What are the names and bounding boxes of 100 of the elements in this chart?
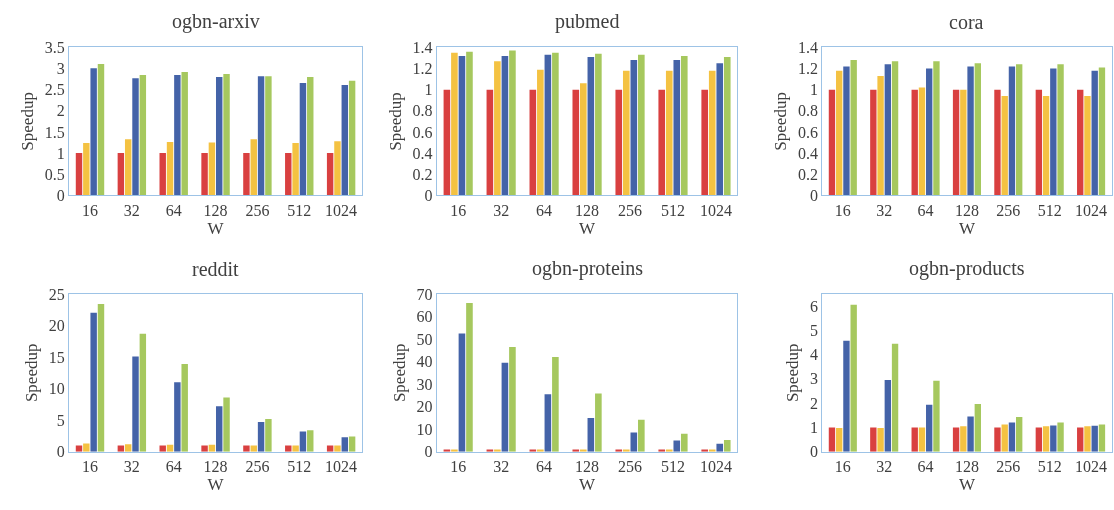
bar [299,82,307,196]
y-tick-label: 40 [416,353,433,371]
x-tick-label: 1024 [325,457,358,475]
bar [292,142,299,196]
bar [223,397,230,452]
bar [1008,66,1016,196]
bar [918,427,926,452]
x-tick-label: 128 [575,457,600,475]
y-tick-label: 5 [56,411,65,429]
bar [708,70,716,196]
bar [1042,426,1050,452]
x-tick-label: 16 [82,457,98,475]
x-tick-label: 32 [876,457,893,475]
y-tick-label: 0 [809,443,818,461]
bar [1001,96,1008,196]
bar [1050,68,1057,196]
bar [960,89,967,196]
bar [250,139,257,196]
chart-title: pubmed [555,10,620,33]
x-tick-label: 16 [450,201,467,219]
bar [174,382,181,452]
y-tick-label: 0.4 [797,144,818,162]
bar [1091,425,1098,452]
bar [1098,67,1106,196]
bar [1057,422,1064,452]
bar [701,89,709,196]
x-tick-label: 256 [245,201,270,219]
x-tick-label: 1024 [699,457,732,475]
bar [544,394,552,452]
y-axis-title: Speedup [18,92,38,151]
x-tick-label: 1024 [699,201,732,219]
x-tick-label: 1024 [1075,201,1108,219]
bar [166,142,174,196]
bar [139,74,147,196]
x-axis-title: W [207,218,225,238]
bar [307,77,314,196]
x-tick-label: 512 [1037,201,1062,219]
bar [501,362,509,452]
bar [843,66,850,196]
bar [926,404,933,452]
bar [201,445,208,452]
bar [918,87,926,196]
y-tick-label: 15 [48,348,65,366]
chart-title: ogbn-arxiv [172,10,260,33]
bar [348,80,356,196]
bar [891,343,899,452]
bar [716,443,724,452]
y-tick-label: 0 [424,186,433,204]
x-tick-label: 512 [661,201,686,219]
bar [615,89,623,196]
bar [466,51,473,196]
y-axis-title: Speedup [771,92,791,151]
y-tick-label: 20 [416,398,433,416]
bar [836,427,843,452]
y-tick-label: 1 [424,81,433,99]
bar [216,77,223,196]
bar [974,63,981,196]
y-tick-label: 1.4 [412,39,433,57]
bar [243,445,250,452]
bar [243,153,250,196]
bar [615,449,623,452]
y-axis-title: Speedup [386,92,406,151]
y-tick-label: 10 [416,420,433,438]
bar [673,440,681,452]
bar [1084,96,1091,196]
bar [680,55,688,196]
bar [124,139,132,196]
bar [836,70,843,196]
bar [967,66,974,196]
y-tick-label: 6 [809,297,818,315]
bar [1016,64,1023,196]
bar [1050,425,1057,452]
bar [708,449,716,452]
x-tick-label: 32 [493,201,510,219]
bar [622,449,630,452]
bar [701,449,709,452]
x-tick-label: 64 [917,201,934,219]
bar [501,55,509,196]
bar [466,302,473,452]
y-tick-label: 1 [809,81,818,99]
y-tick-label: 25 [48,285,65,303]
bar [552,52,559,196]
bar [587,56,595,196]
bar [673,60,681,196]
x-tick-label: 64 [165,201,182,219]
x-tick-label: 128 [954,201,979,219]
bar [257,76,265,196]
bar [723,439,731,452]
bar [285,153,292,196]
bar [132,78,139,196]
bar [265,76,272,196]
y-tick-label: 0.6 [412,123,433,141]
bar [537,69,544,196]
bar [326,153,334,196]
bar [723,56,731,196]
y-axis-title: Speedup [390,343,410,403]
y-tick-label: 60 [416,308,433,326]
x-tick-label: 32 [123,201,140,219]
y-tick-label: 2 [56,102,65,120]
x-axis-title: W [207,475,225,495]
